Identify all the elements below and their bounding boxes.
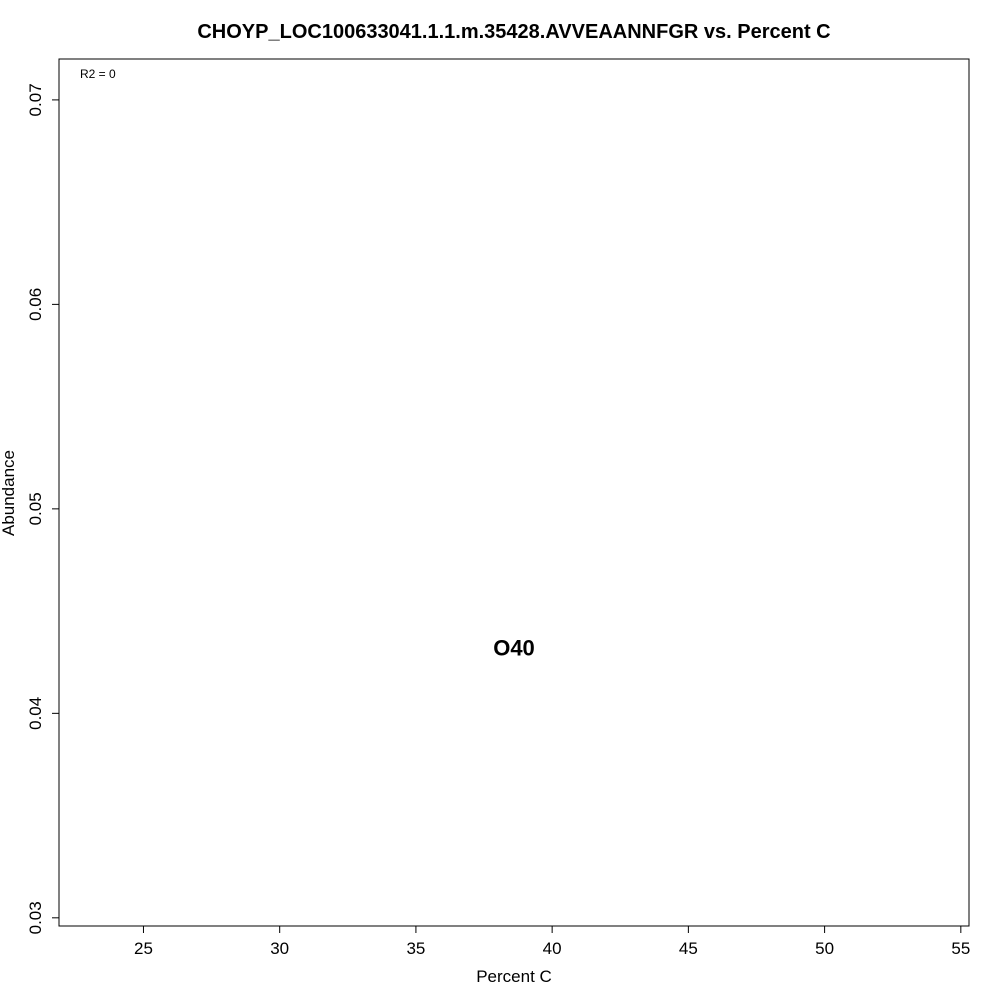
x-tick-label: 45 — [679, 939, 698, 958]
x-tick-label: 50 — [815, 939, 834, 958]
data-points: O40 — [493, 635, 535, 660]
y-tick-label: 0.04 — [26, 697, 45, 730]
x-tick-label: 30 — [270, 939, 289, 958]
chart-title: CHOYP_LOC100633041.1.1.m.35428.AVVEAANNF… — [197, 21, 830, 43]
y-tick-label: 0.03 — [26, 901, 45, 934]
y-tick-label: 0.07 — [26, 83, 45, 116]
y-tick-label: 0.06 — [26, 288, 45, 321]
y-axis: 0.03 0.04 0.05 0.06 0.07 — [26, 83, 60, 934]
x-tick-label: 35 — [406, 939, 425, 958]
y-axis-label: Abundance — [0, 450, 18, 536]
x-axis-label: Percent C — [476, 967, 552, 986]
r2-annotation: R2 = 0 — [80, 67, 116, 81]
x-tick-label: 55 — [951, 939, 970, 958]
point-label: O40 — [493, 635, 535, 660]
y-tick-label: 0.05 — [26, 492, 45, 525]
x-axis: 25 30 35 40 45 50 55 — [134, 925, 970, 958]
x-tick-label: 40 — [543, 939, 562, 958]
x-tick-label: 25 — [134, 939, 153, 958]
plot-frame — [58, 58, 970, 927]
